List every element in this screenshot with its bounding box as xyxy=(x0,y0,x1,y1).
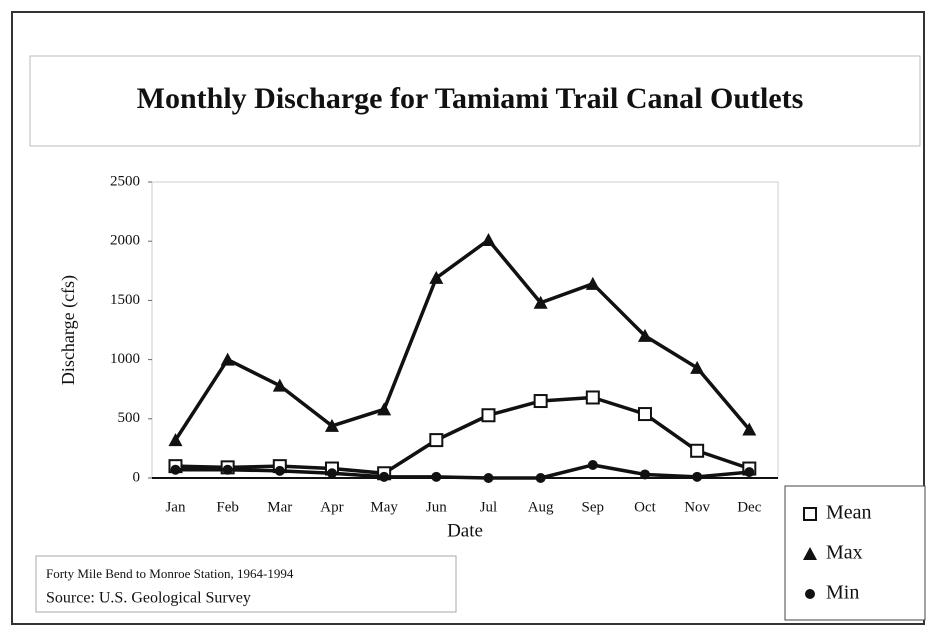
x-tick-label: Feb xyxy=(216,499,239,515)
data-point xyxy=(533,295,548,309)
data-point xyxy=(742,422,757,436)
data-point xyxy=(585,276,600,290)
data-point xyxy=(587,459,598,470)
data-point xyxy=(379,471,390,482)
x-tick-label: Jan xyxy=(165,499,185,515)
data-point xyxy=(274,465,285,476)
x-tick-label: Apr xyxy=(320,499,343,515)
chart-title: Monthly Discharge for Tamiami Trail Cana… xyxy=(137,82,804,115)
x-tick-label: May xyxy=(370,499,398,515)
data-point xyxy=(272,378,287,392)
y-tick-label: 1000 xyxy=(110,351,140,367)
legend-marker xyxy=(805,589,815,599)
data-point xyxy=(639,469,650,480)
y-tick-label: 2500 xyxy=(110,173,140,189)
data-point xyxy=(377,402,392,416)
data-point xyxy=(637,328,652,342)
x-tick-label: Nov xyxy=(684,499,710,515)
data-point xyxy=(692,471,703,482)
data-point xyxy=(481,233,496,247)
data-point xyxy=(533,394,548,409)
data-point xyxy=(690,360,705,374)
data-point xyxy=(324,418,339,432)
y-tick-label: 0 xyxy=(133,469,141,485)
series-line xyxy=(175,463,750,480)
outer-frame xyxy=(11,11,925,625)
data-point xyxy=(535,473,546,483)
legend-label: Min xyxy=(826,582,859,604)
data-point xyxy=(585,390,600,405)
x-tick-label: Dec xyxy=(737,499,761,515)
plot-area xyxy=(151,181,779,479)
data-point xyxy=(222,464,233,475)
legend-label: Max xyxy=(826,542,863,564)
series-line xyxy=(175,395,750,476)
data-point xyxy=(431,471,442,482)
y-tick-label: 500 xyxy=(118,410,141,426)
note: Forty Mile Bend to Monroe Station, 1964-… xyxy=(46,566,294,581)
data-point xyxy=(429,270,444,284)
title-box xyxy=(29,55,921,147)
series-line xyxy=(174,238,751,442)
legend-marker xyxy=(803,507,817,521)
data-point xyxy=(220,352,235,366)
data-point xyxy=(637,407,652,422)
data-point xyxy=(429,433,444,448)
data-point xyxy=(481,408,496,423)
x-tick-label: Mar xyxy=(267,499,292,515)
data-point xyxy=(326,468,337,479)
y-axis-label: Discharge (cfs) xyxy=(58,275,79,385)
data-point xyxy=(483,473,494,483)
x-tick-label: Aug xyxy=(528,499,554,515)
note-box xyxy=(35,555,457,613)
note: Source: U.S. Geological Survey xyxy=(46,590,251,607)
x-tick-label: Jul xyxy=(480,499,498,515)
y-tick-label: 2000 xyxy=(110,233,140,249)
data-point xyxy=(744,467,755,478)
data-point xyxy=(690,443,705,458)
x-tick-label: Oct xyxy=(634,499,656,515)
x-axis-label: Date xyxy=(447,520,483,541)
x-tick-label: Sep xyxy=(582,499,605,515)
data-point xyxy=(170,464,181,475)
legend-label: Mean xyxy=(826,502,872,524)
data-point xyxy=(168,433,183,447)
y-tick-label: 1500 xyxy=(110,292,140,308)
x-tick-label: Jun xyxy=(426,499,447,515)
legend-marker xyxy=(803,547,817,560)
